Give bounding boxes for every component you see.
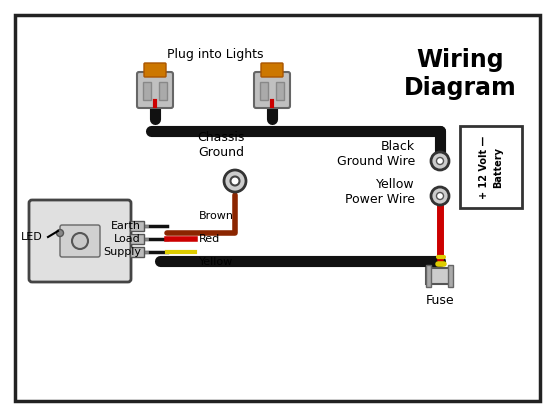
Circle shape xyxy=(224,170,246,192)
Bar xyxy=(426,268,450,284)
Text: Black
Ground Wire: Black Ground Wire xyxy=(337,140,415,168)
FancyBboxPatch shape xyxy=(137,72,173,108)
Text: Chassis
Ground: Chassis Ground xyxy=(198,131,245,159)
FancyBboxPatch shape xyxy=(254,72,290,108)
Text: Yellow
Power Wire: Yellow Power Wire xyxy=(345,178,415,206)
Bar xyxy=(260,82,268,100)
Text: + 12 Volt —
Battery: + 12 Volt — Battery xyxy=(478,135,503,198)
Bar xyxy=(448,265,453,287)
Bar xyxy=(143,82,151,100)
FancyBboxPatch shape xyxy=(29,200,131,282)
Text: Wiring
Diagram: Wiring Diagram xyxy=(403,48,516,100)
Circle shape xyxy=(436,158,443,164)
Bar xyxy=(130,221,144,231)
Bar xyxy=(130,247,144,257)
Circle shape xyxy=(436,193,443,200)
Text: Plug into Lights: Plug into Lights xyxy=(166,48,263,61)
FancyBboxPatch shape xyxy=(261,63,283,77)
Bar xyxy=(130,234,144,244)
Circle shape xyxy=(72,233,88,249)
Circle shape xyxy=(431,152,449,170)
Text: Yellow: Yellow xyxy=(199,257,233,267)
FancyBboxPatch shape xyxy=(60,225,100,257)
Circle shape xyxy=(57,230,63,237)
Text: LED: LED xyxy=(21,232,43,242)
Text: Earth: Earth xyxy=(111,221,141,231)
Bar xyxy=(159,82,167,100)
Circle shape xyxy=(431,187,449,205)
Text: Load: Load xyxy=(114,234,141,244)
Bar xyxy=(460,126,522,208)
Text: Supply: Supply xyxy=(103,247,141,257)
Bar xyxy=(426,265,431,287)
FancyBboxPatch shape xyxy=(144,63,166,77)
Text: Brown: Brown xyxy=(199,211,234,221)
Bar xyxy=(276,82,284,100)
Text: Red: Red xyxy=(199,234,220,244)
Circle shape xyxy=(230,176,240,186)
Text: Fuse: Fuse xyxy=(426,294,455,307)
